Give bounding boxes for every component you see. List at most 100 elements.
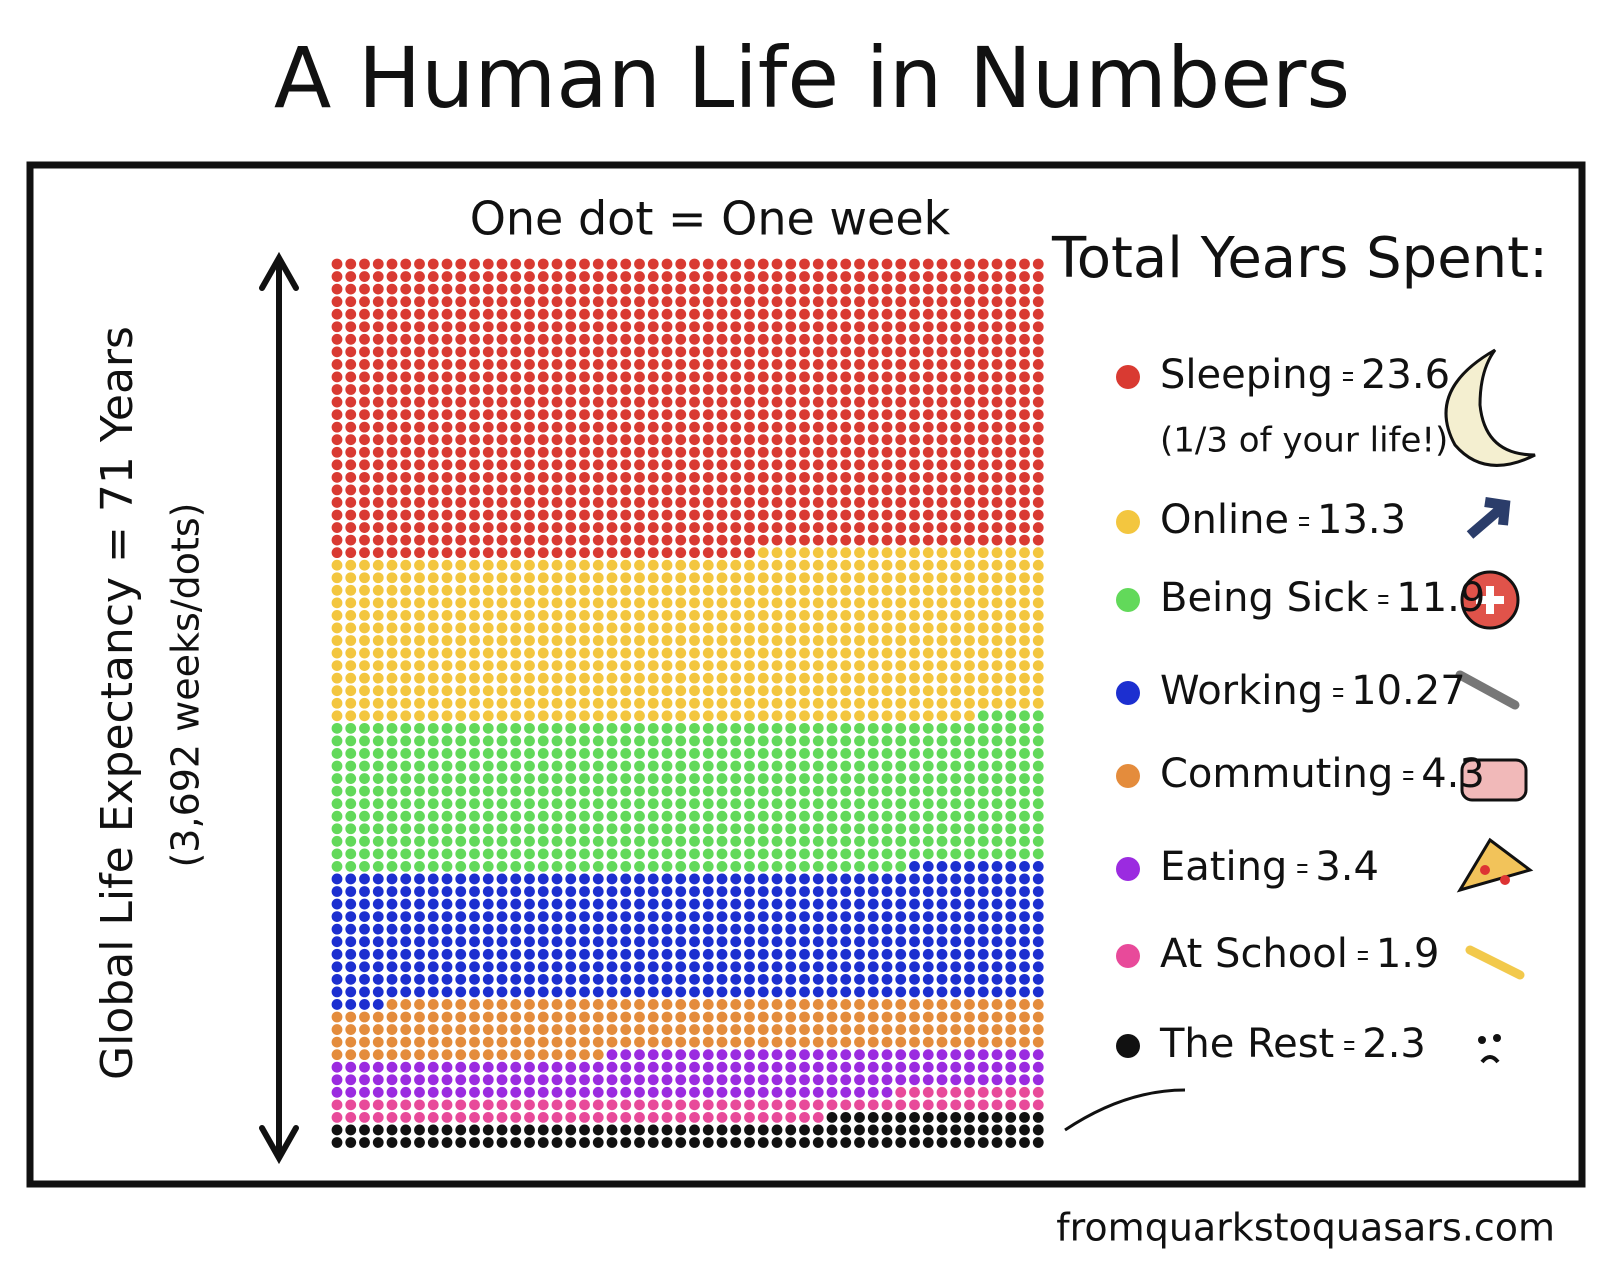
week-dot: [785, 409, 797, 420]
week-dot: [771, 610, 783, 621]
week-dot: [510, 936, 522, 948]
week-dot: [840, 346, 852, 358]
week-dot: [661, 1137, 673, 1148]
week-dot: [482, 321, 494, 333]
week-dot: [359, 484, 370, 496]
week-dot: [702, 923, 714, 935]
week-dot: [510, 1061, 522, 1073]
week-dot: [867, 660, 879, 671]
week-dot: [647, 421, 659, 433]
week-dot: [909, 534, 920, 546]
week-dot: [634, 685, 645, 697]
week-dot: [950, 283, 962, 295]
week-dot: [1019, 321, 1030, 333]
week-dot: [592, 421, 604, 433]
week-dot: [634, 446, 645, 458]
week-dot: [895, 384, 907, 395]
week-dot: [496, 911, 508, 922]
week-dot: [331, 346, 343, 358]
week-dot: [909, 559, 920, 571]
week-dot: [689, 672, 700, 684]
week-dot: [661, 898, 673, 910]
week-dot: [524, 497, 535, 508]
week-dot: [661, 1061, 673, 1073]
week-dot: [345, 1024, 357, 1035]
week-dot: [496, 559, 508, 571]
week-dot: [689, 459, 700, 471]
week-dot: [579, 296, 590, 308]
week-dot: [812, 584, 824, 596]
week-dot: [331, 610, 343, 621]
week-dot: [441, 672, 453, 684]
week-dot: [922, 1124, 934, 1136]
week-dot: [881, 635, 893, 646]
week-dot: [812, 258, 824, 270]
week-dot: [359, 760, 370, 772]
week-dot: [1019, 610, 1030, 621]
week-dot: [579, 886, 590, 897]
week-dot: [840, 647, 852, 659]
week-dot: [812, 610, 824, 621]
week-dot: [702, 911, 714, 922]
week-dot: [1019, 572, 1030, 584]
week-dot: [675, 898, 687, 910]
week-dot: [757, 1024, 769, 1035]
week-dot: [826, 333, 838, 345]
week-dot: [469, 610, 480, 621]
week-dot: [909, 497, 920, 508]
week-dot: [469, 873, 480, 885]
week-dot: [702, 697, 714, 709]
week-dot: [675, 911, 687, 922]
week-dot: [359, 584, 370, 596]
week-dot: [620, 1086, 632, 1098]
week-dot: [345, 685, 357, 697]
week-dot: [386, 1011, 398, 1023]
week-dot: [606, 1036, 618, 1048]
week-dot: [1019, 735, 1030, 747]
week-dot: [524, 798, 535, 810]
week-dot: [634, 396, 645, 408]
week-dot: [455, 1061, 467, 1073]
week-dot: [854, 722, 865, 734]
week-dot: [455, 660, 467, 671]
week-dot: [840, 986, 852, 998]
week-dot: [991, 296, 1003, 308]
week-dot: [854, 283, 865, 295]
week-dot: [826, 509, 838, 521]
week-dot: [675, 534, 687, 546]
week-dot: [1019, 672, 1030, 684]
week-dot: [592, 785, 604, 797]
week-dot: [1019, 660, 1030, 671]
week-dot: [441, 1124, 453, 1136]
week-dot: [881, 384, 893, 395]
week-dot: [647, 660, 659, 671]
week-dot: [730, 484, 742, 496]
week-dot: [455, 459, 467, 471]
week-dot: [372, 509, 384, 521]
week-dot: [661, 773, 673, 784]
week-dot: [427, 810, 439, 822]
week-dot: [345, 748, 357, 759]
week-dot: [524, 722, 535, 734]
week-dot: [331, 484, 343, 496]
week-dot: [414, 710, 425, 722]
week-dot: [469, 999, 480, 1010]
week-dot: [881, 1036, 893, 1048]
week-dot: [950, 1036, 962, 1048]
week-dot: [400, 1024, 412, 1035]
week-dot: [1032, 1011, 1044, 1023]
week-dot: [386, 635, 398, 646]
week-dot: [689, 948, 700, 960]
week-dot: [496, 810, 508, 822]
week-dot: [716, 798, 728, 810]
week-dot: [482, 359, 494, 370]
week-dot: [936, 722, 948, 734]
week-dot: [716, 748, 728, 759]
week-dot: [867, 283, 879, 295]
week-dot: [840, 672, 852, 684]
week-dot: [744, 597, 755, 609]
week-dot: [881, 760, 893, 772]
week-dot: [400, 509, 412, 521]
week-dot: [730, 748, 742, 759]
week-dot: [689, 584, 700, 596]
